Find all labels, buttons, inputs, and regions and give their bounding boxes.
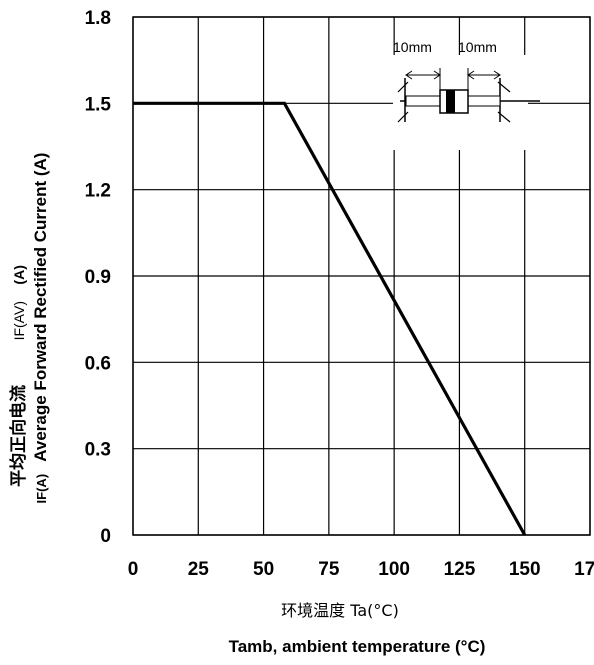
inset-left-arrow-head [405,70,413,80]
y-tick-labels: 0 0.3 0.6 0.9 1.2 1.5 1.8 [85,8,112,547]
series-line [133,101,527,536]
y-axis-label-symbol: IF(AV) [11,301,27,340]
inset-left-hatch [397,111,409,123]
x-tick-label: 125 [444,559,476,580]
y-axis-label-cn-line: 平均正向电流 IF(AV) (A) [8,265,29,487]
y-axis-label-group: IF(A) Average Forward Rectified Current … [31,153,50,504]
x-tick-label: 100 [378,559,410,580]
y-axis-label: IF(A) Average Forward Rectified Current … [31,153,50,504]
inset-right-arrow-head [493,70,501,80]
y-tick-label: 0.9 [85,267,111,288]
x-axis-label-cn: 环境温度 Ta(°C) [281,601,399,620]
plot-frame [132,16,591,536]
y-tick-label: 0 [100,526,111,547]
inset-left-label: 10mm [393,39,432,55]
x-tick-label: 150 [509,559,541,580]
y-tick-label: 0.3 [85,440,111,461]
x-tick-label: 25 [188,559,210,580]
inset-diode-band [446,90,455,113]
x-tick-label: 50 [253,559,274,580]
x-tick-labels: 0 25 50 75 100 125 150 175 [128,559,594,580]
y-tick-label: 0.6 [85,353,111,374]
y-axis-label-unit: (A) [11,265,27,284]
mounting-diagram: 10mm 10mm [393,39,540,150]
y-tick-label: 1.8 [85,8,111,29]
inset-right-hatch [497,81,511,93]
y-tick-label: 1.5 [85,94,112,115]
y-axis-label-cn-group: 平均正向电流 IF(AV) (A) [8,265,29,487]
inset-right-hatch [497,111,511,123]
y-axis-label-main: Average Forward Rectified Current (A) [31,153,50,462]
x-tick-label: 0 [128,559,139,580]
x-tick-label: 75 [318,559,340,580]
x-axis-label: Tamb, ambient temperature (°C) [229,637,486,656]
inset-left-hatch [397,81,409,93]
inset-right-label: 10mm [458,39,497,55]
y-tick-label: 1.2 [85,181,111,202]
x-tick-label: 175 [574,559,594,580]
y-axis-label-prefix: IF(A) [34,474,49,504]
y-axis-label-cn: 平均正向电流 [8,385,29,487]
